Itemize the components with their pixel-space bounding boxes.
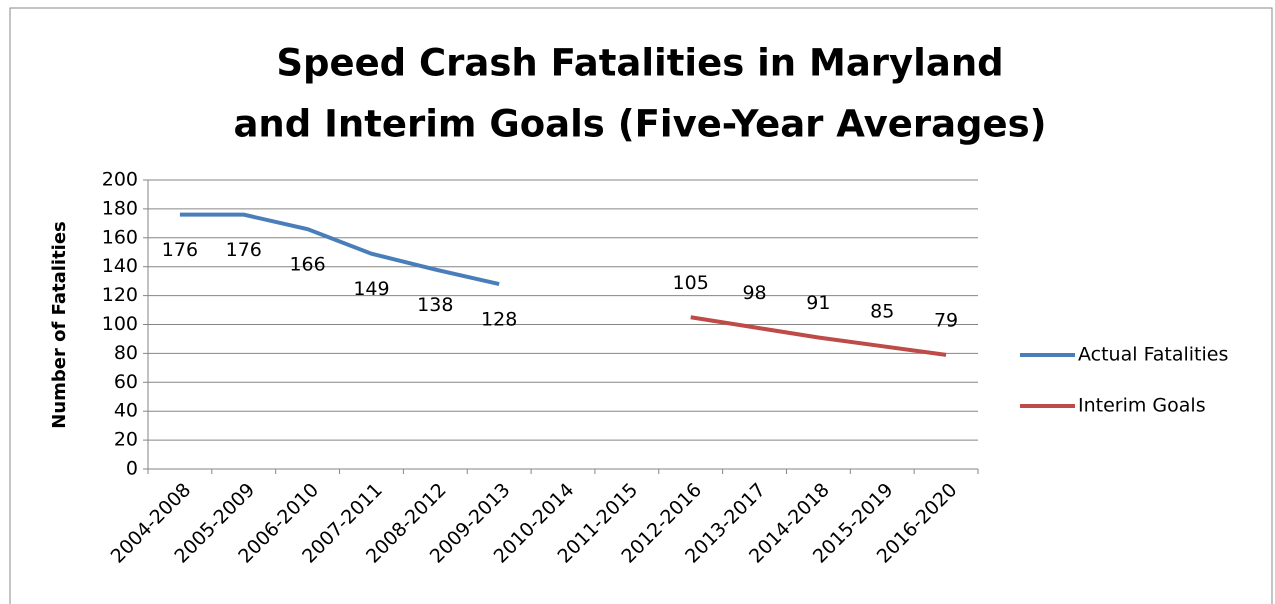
data-label: 79 <box>934 309 958 331</box>
y-tick-label: 180 <box>102 197 138 219</box>
y-axis-label: Number of Fatalities <box>49 221 70 429</box>
series-line <box>179 212 500 286</box>
data-label: 105 <box>673 272 709 294</box>
data-label: 91 <box>806 292 830 314</box>
data-label: 176 <box>162 239 198 261</box>
data-label: 166 <box>289 254 325 276</box>
y-tick-label: 60 <box>114 371 138 393</box>
data-label: 138 <box>417 294 453 316</box>
data-label: 149 <box>353 278 389 300</box>
y-tick-label: 40 <box>114 400 138 422</box>
data-label: 85 <box>870 301 894 323</box>
series-line <box>690 315 947 357</box>
chart-title: Speed Crash Fatalities in Maryland <box>276 42 1003 85</box>
y-tick-label: 20 <box>114 429 138 451</box>
y-tick-label: 120 <box>102 284 138 306</box>
legend-label: Interim Goals <box>1078 395 1206 417</box>
data-label: 128 <box>481 309 517 331</box>
chart-border <box>9 7 1273 604</box>
y-tick-label: 80 <box>114 342 138 364</box>
y-tick-label: 0 <box>126 458 138 480</box>
data-label: 176 <box>226 239 262 261</box>
y-tick-label: 100 <box>102 313 138 335</box>
chart-title: and Interim Goals (Five-Year Averages) <box>233 103 1046 146</box>
legend-label: Actual Fatalities <box>1078 344 1228 366</box>
data-label: 98 <box>742 282 766 304</box>
y-tick-label: 200 <box>102 169 138 191</box>
y-tick-label: 160 <box>102 226 138 248</box>
y-tick-label: 140 <box>102 255 138 277</box>
